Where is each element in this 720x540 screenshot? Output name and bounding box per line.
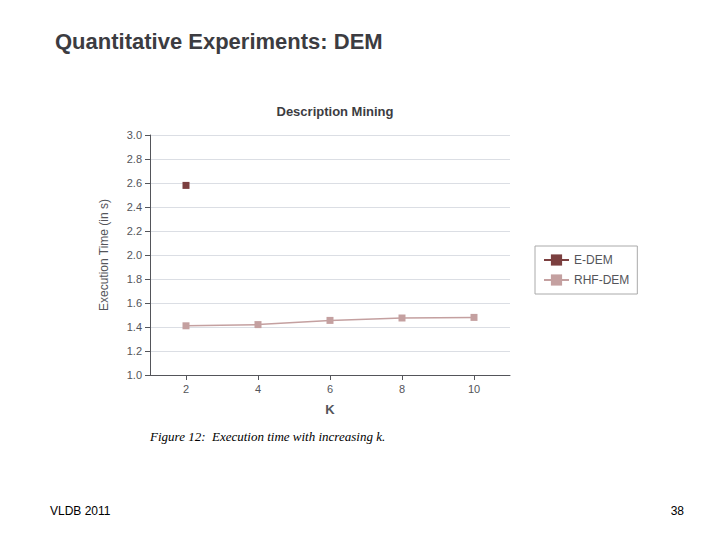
svg-text:Execution Time (in s): Execution Time (in s) <box>97 199 111 311</box>
svg-text:E-DEM: E-DEM <box>574 253 613 267</box>
svg-text:1.2: 1.2 <box>127 345 142 357</box>
svg-text:1.0: 1.0 <box>127 369 142 381</box>
svg-text:38: 38 <box>671 504 685 518</box>
svg-text:Description Mining: Description Mining <box>277 104 394 119</box>
svg-text:2.0: 2.0 <box>127 249 142 261</box>
svg-text:2.8: 2.8 <box>127 153 142 165</box>
svg-text:VLDB 2011: VLDB 2011 <box>50 504 111 518</box>
svg-text:Figure 12: Execution time wit: Figure 12: Execution time with increasin… <box>149 429 385 444</box>
svg-text:1.4: 1.4 <box>127 321 142 333</box>
svg-text:2.6: 2.6 <box>127 177 142 189</box>
svg-text:2.4: 2.4 <box>127 201 142 213</box>
svg-text:Quantitative Experiments: DEM: Quantitative Experiments: DEM <box>55 29 383 54</box>
svg-text:2.2: 2.2 <box>127 225 142 237</box>
svg-text:1.8: 1.8 <box>127 273 142 285</box>
svg-text:2: 2 <box>183 383 189 395</box>
svg-text:K: K <box>325 402 335 417</box>
svg-text:4: 4 <box>255 383 261 395</box>
svg-text:3.0: 3.0 <box>127 129 142 141</box>
svg-text:10: 10 <box>468 383 480 395</box>
svg-text:1.6: 1.6 <box>127 297 142 309</box>
svg-text:6: 6 <box>327 383 333 395</box>
svg-text:8: 8 <box>399 383 405 395</box>
svg-text:RHF-DEM: RHF-DEM <box>574 273 629 287</box>
